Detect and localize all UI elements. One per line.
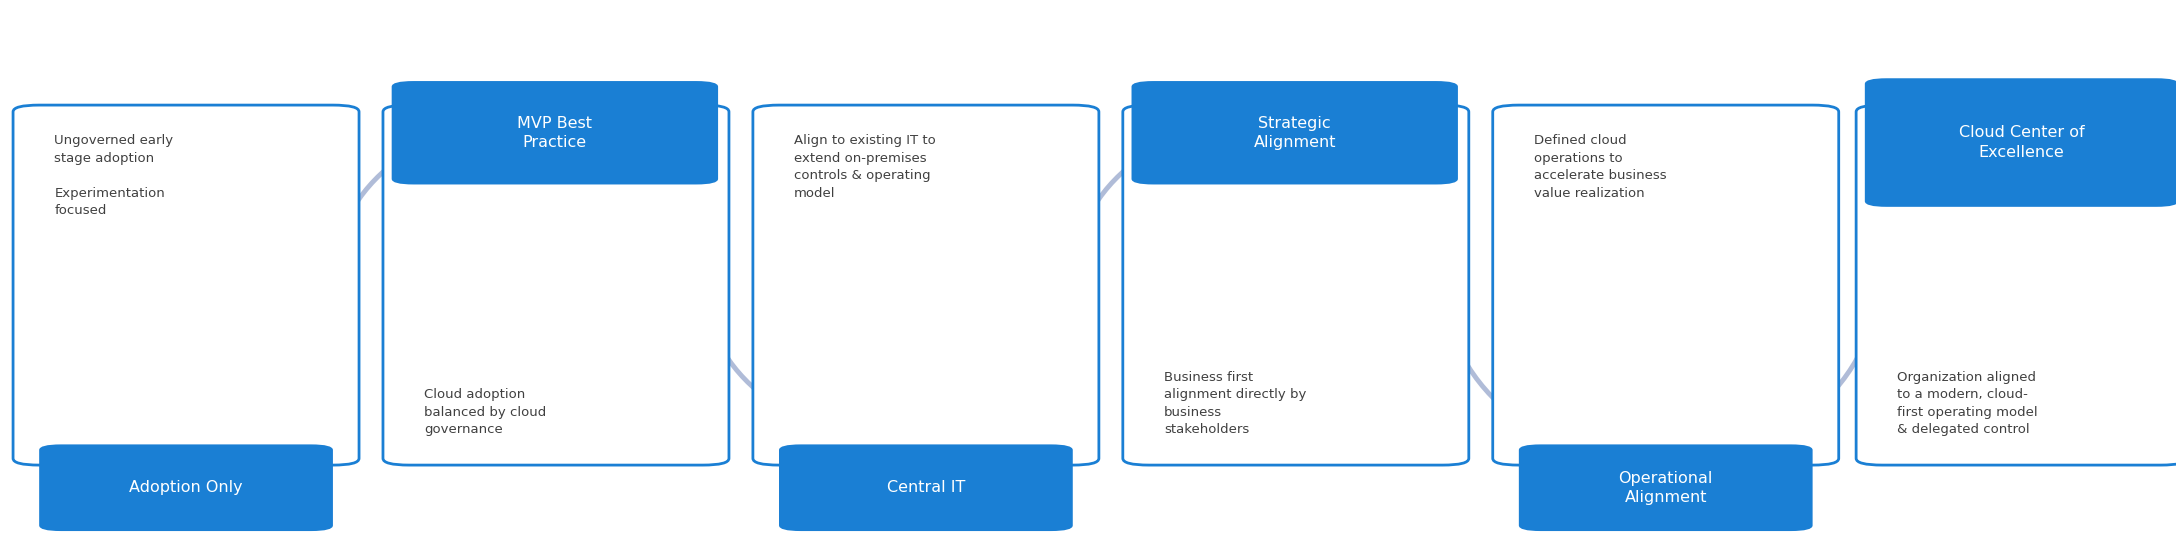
FancyBboxPatch shape [1856,105,2176,465]
Text: Business first
alignment directly by
business
stakeholders: Business first alignment directly by bus… [1164,371,1306,436]
Text: Cloud adoption
balanced by cloud
governance: Cloud adoption balanced by cloud governa… [424,388,546,436]
FancyBboxPatch shape [1123,105,1469,465]
Text: Adoption Only: Adoption Only [128,480,244,495]
Text: Cloud Center of
Excellence: Cloud Center of Excellence [1958,125,2085,160]
Text: Align to existing IT to
extend on-premises
controls & operating
model: Align to existing IT to extend on-premis… [794,134,936,200]
Text: Operational
Alignment: Operational Alignment [1619,471,1713,505]
FancyBboxPatch shape [1132,81,1458,184]
Text: Strategic
Alignment: Strategic Alignment [1253,116,1336,150]
FancyBboxPatch shape [1865,78,2176,207]
Text: Defined cloud
operations to
accelerate business
value realization: Defined cloud operations to accelerate b… [1534,134,1667,200]
FancyBboxPatch shape [779,444,1073,531]
Text: MVP Best
Practice: MVP Best Practice [518,116,592,150]
FancyBboxPatch shape [753,105,1099,465]
Text: Organization aligned
to a modern, cloud-
first operating model
& delegated contr: Organization aligned to a modern, cloud-… [1897,371,2039,436]
FancyBboxPatch shape [13,105,359,465]
FancyBboxPatch shape [39,444,333,531]
FancyBboxPatch shape [383,105,729,465]
Text: Ungoverned early
stage adoption

Experimentation
focused: Ungoverned early stage adoption Experime… [54,134,174,217]
FancyBboxPatch shape [1519,444,1813,531]
FancyBboxPatch shape [392,81,718,184]
FancyBboxPatch shape [1493,105,1839,465]
Text: Central IT: Central IT [886,480,966,495]
